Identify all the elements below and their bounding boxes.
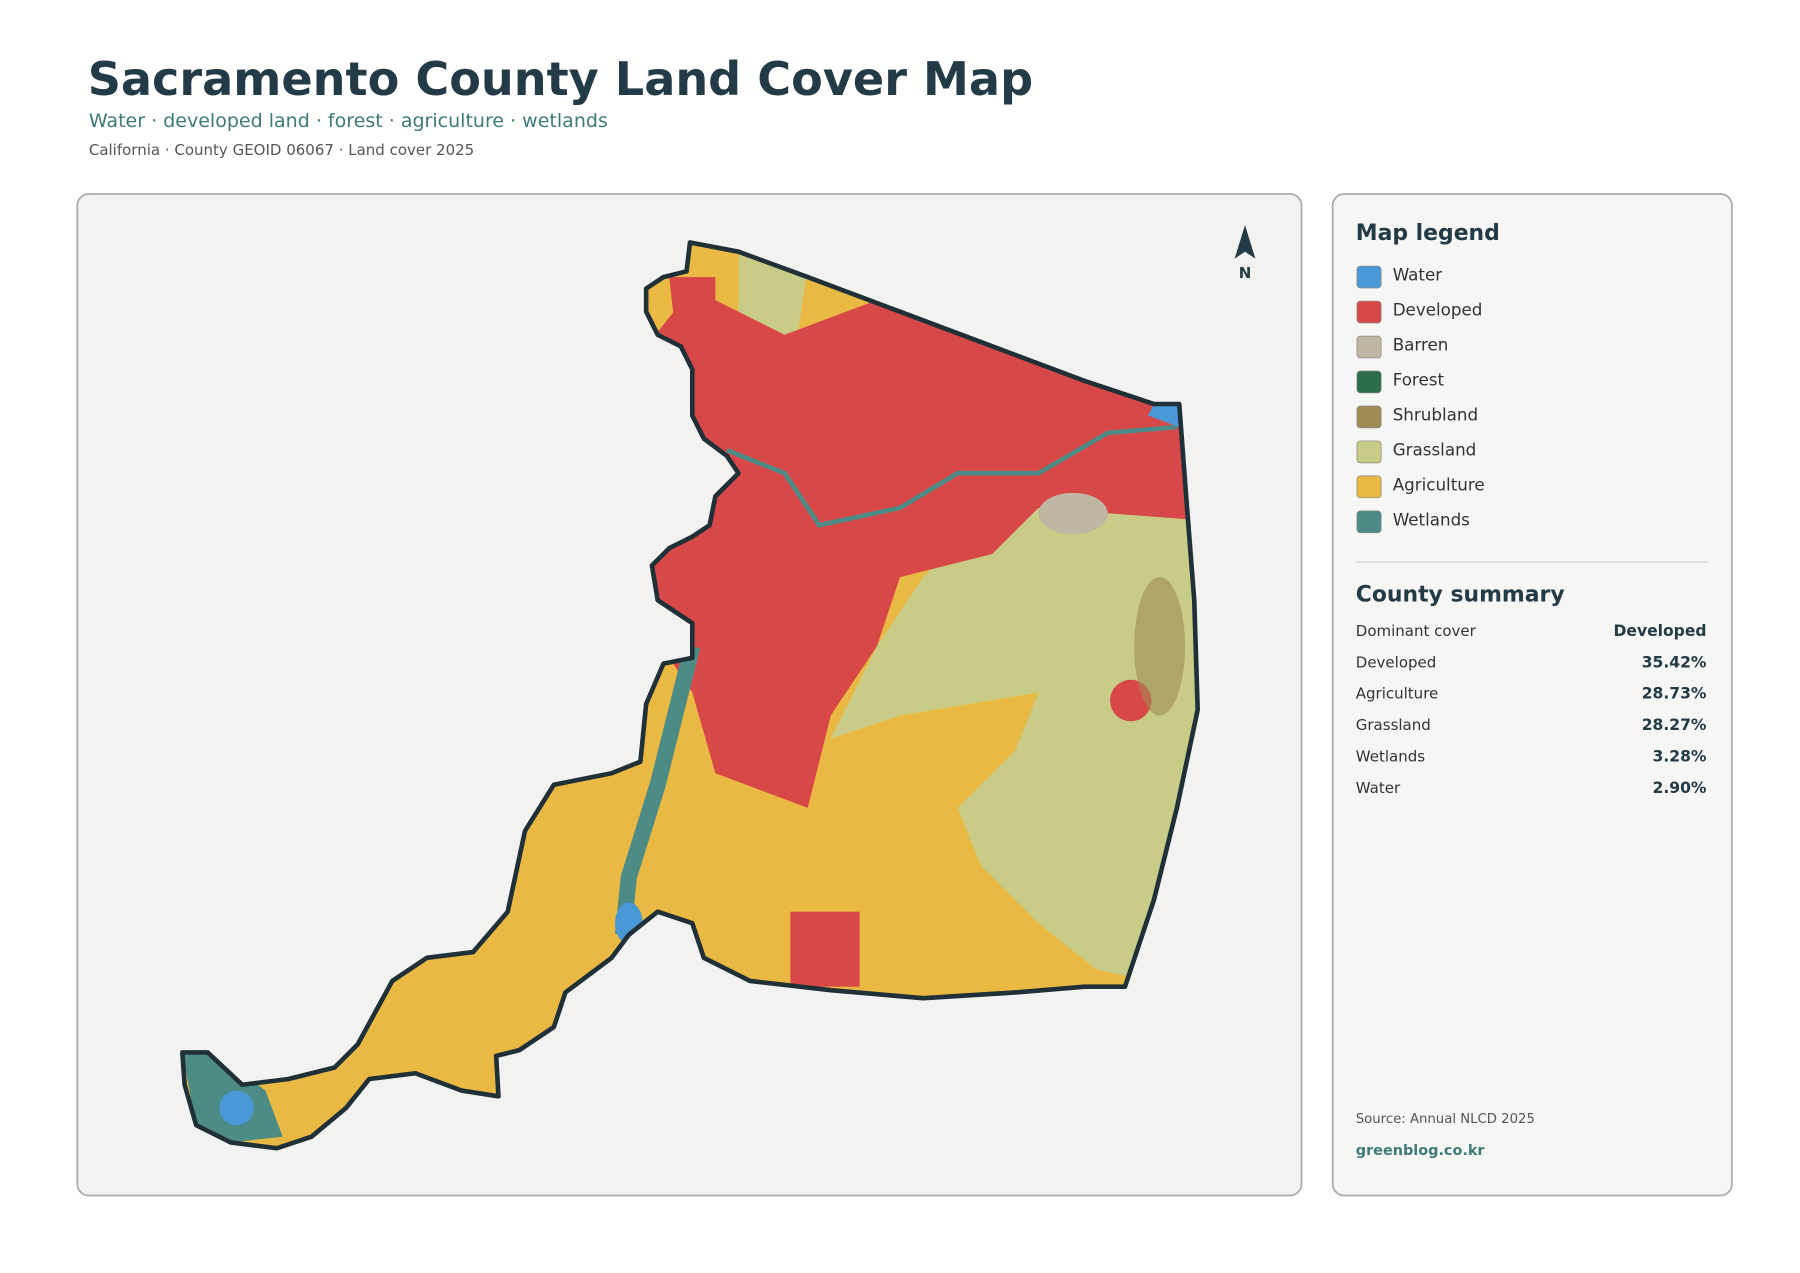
developed-area: [790, 911, 860, 987]
wetland-strip: [615, 644, 701, 936]
developed-area: [646, 288, 1189, 808]
developed-area: [669, 277, 716, 329]
north-arrow: [1234, 225, 1256, 259]
meta: California · County GEOID 06067 · Land c…: [89, 141, 474, 159]
summary-label: Agriculture: [1356, 685, 1439, 703]
legend: Water Developed Barren Forest Shrubland Grass…: [1356, 265, 1485, 534]
summary-label: Water: [1356, 779, 1401, 797]
summary-label: Wetlands: [1356, 747, 1425, 765]
legend-swatch: [1356, 265, 1382, 289]
summary-table: Dominant cover Developed Developed 35.42% Ag…: [1356, 622, 1707, 797]
legend-swatch: [1356, 440, 1382, 464]
barren-area: [1038, 492, 1108, 535]
water-body: [219, 1090, 254, 1126]
legend-label: Agriculture: [1393, 474, 1485, 494]
legend-swatch: [1356, 510, 1382, 534]
legend-label: Forest: [1393, 369, 1445, 389]
summary-value: Developed: [1613, 622, 1706, 640]
summary-value: 28.73%: [1642, 685, 1707, 703]
legend-swatch: [1356, 475, 1382, 499]
shrubland-area: [1134, 577, 1185, 716]
summary-title: County summary: [1356, 582, 1565, 607]
grassland-area: [830, 507, 1198, 993]
summary-value: 28.27%: [1642, 716, 1707, 734]
legend-label: Barren: [1393, 334, 1449, 354]
legend-title: Map legend: [1356, 221, 1500, 246]
legend-label: Shrubland: [1393, 404, 1478, 424]
legend-swatch: [1356, 405, 1382, 429]
summary-value: 3.28%: [1653, 747, 1707, 765]
north-label: N: [1239, 264, 1252, 282]
summary-label: Dominant cover: [1356, 622, 1477, 640]
legend-swatch: [1356, 370, 1382, 394]
legend-swatch: [1356, 300, 1382, 324]
legend-swatch: [1356, 335, 1382, 359]
summary-value: 2.90%: [1653, 779, 1707, 797]
site: greenblog.co.kr: [1356, 1143, 1486, 1159]
legend-label: Wetlands: [1393, 509, 1470, 529]
legend-label: Water: [1393, 265, 1443, 285]
summary-label: Developed: [1356, 653, 1437, 671]
side-panel: [1331, 193, 1733, 1197]
source: Source: Annual NLCD 2025: [1356, 1112, 1535, 1127]
river: [726, 424, 1178, 528]
subtitle: Water · developed land · forest · agricu…: [89, 110, 608, 132]
summary-label: Grassland: [1356, 716, 1431, 734]
legend-label: Developed: [1393, 299, 1483, 319]
legend-label: Grassland: [1393, 439, 1477, 459]
summary-value: 35.42%: [1642, 653, 1707, 671]
title: Sacramento County Land Cover Map: [88, 52, 1033, 106]
water-body: [1148, 404, 1180, 428]
